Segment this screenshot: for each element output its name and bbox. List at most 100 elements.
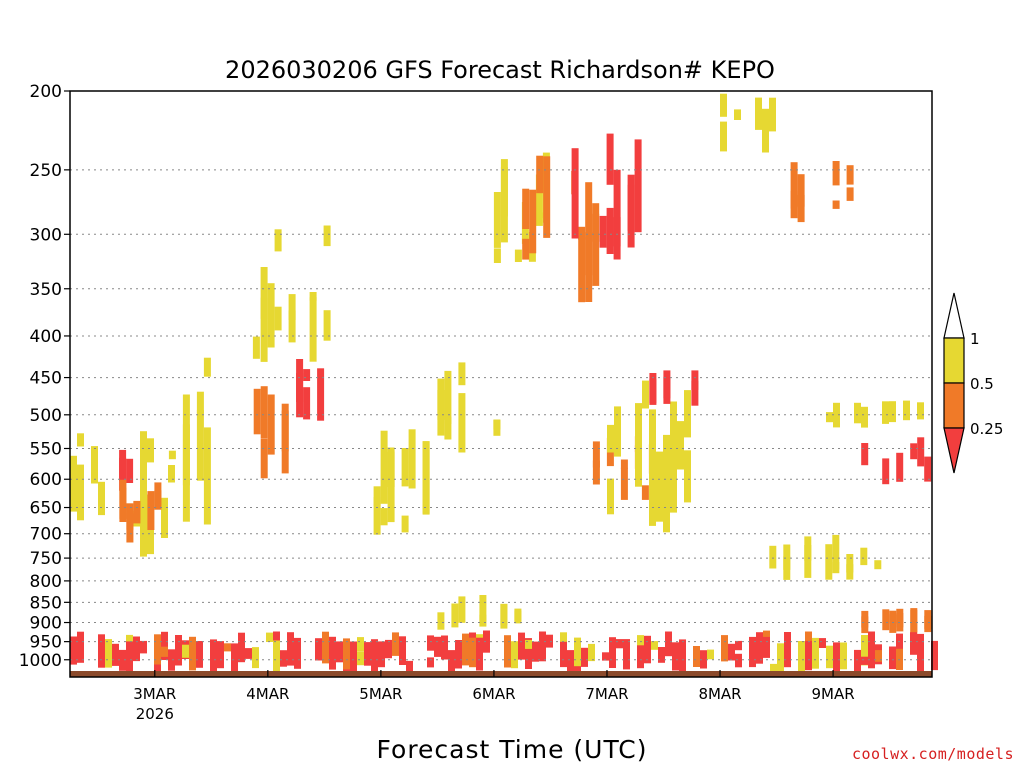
ri-cell [585, 232, 593, 302]
y-tick-label: 550 [30, 439, 62, 459]
ri-cell [140, 516, 147, 557]
ri-cell [620, 459, 628, 469]
ri-cell [392, 632, 399, 656]
ri-cell [763, 630, 770, 641]
ri-cell [609, 637, 616, 655]
ri-cell [700, 650, 707, 669]
y-tick-label: 500 [30, 406, 62, 426]
ri-cell [260, 267, 268, 319]
ri-cell [783, 544, 791, 580]
ri-cell [616, 639, 623, 649]
ri-cell [357, 651, 364, 666]
ri-cell [882, 401, 889, 424]
ri-cell [658, 651, 665, 663]
ri-cell [637, 635, 644, 646]
ri-cell [444, 370, 452, 424]
ri-cell [861, 406, 868, 425]
ri-cell [868, 653, 875, 669]
ri-cell [649, 409, 656, 475]
ri-cell [677, 421, 684, 470]
ri-cell [931, 646, 938, 671]
ri-cell [804, 545, 812, 578]
ri-cell [627, 184, 635, 231]
y-axis: 200 250 300 350 400 450 500 550 600 650 700 750 8008… [19, 82, 70, 671]
ri-cell [281, 410, 289, 474]
ri-cell [357, 637, 364, 651]
ri-cell [77, 631, 84, 663]
ri-cell [77, 433, 84, 447]
ri-cell [889, 411, 896, 423]
ri-cell [707, 649, 714, 660]
ri-cell [303, 387, 311, 420]
ri-cell [98, 481, 105, 516]
ri-cell [592, 441, 600, 468]
ri-cell [588, 643, 595, 662]
ri-cell [154, 482, 162, 506]
ri-cell [649, 373, 657, 404]
ri-cell [309, 297, 317, 362]
ri-cell [874, 560, 882, 570]
ri-cell [522, 238, 530, 260]
y-tick-label: 850 [30, 593, 62, 613]
ri-cell [525, 638, 532, 669]
ri-cell [479, 614, 487, 627]
ri-cell [567, 650, 574, 673]
ri-cell [309, 292, 317, 301]
ri-cell [373, 497, 381, 535]
ri-cell [663, 377, 671, 404]
ri-cell [623, 642, 630, 652]
ri-cell [133, 639, 140, 662]
ri-cell [161, 646, 168, 657]
ri-cell [380, 430, 388, 504]
y-tick-label: 250 [30, 161, 62, 181]
ri-cell [385, 640, 392, 659]
y-tick-label: 1000 [19, 651, 62, 671]
ri-cell [763, 636, 770, 658]
ri-cell [105, 639, 112, 668]
ri-cell [422, 441, 430, 515]
ri-cell [70, 455, 77, 512]
ri-cell [721, 635, 728, 662]
ri-cell [126, 503, 134, 543]
ri-cell [280, 650, 287, 667]
ri-cell [267, 283, 275, 348]
ri-cell [535, 212, 543, 226]
ri-cell [833, 642, 840, 674]
ri-cell [846, 564, 854, 573]
ri-cell [846, 187, 854, 201]
ri-cell [119, 487, 127, 522]
ri-cell [784, 632, 791, 662]
plot-frame [69, 90, 933, 678]
x-tick-label: 4MAR [246, 685, 289, 703]
ri-cell [288, 294, 296, 343]
ri-cell [329, 636, 336, 670]
ri-cell [217, 641, 224, 669]
ri-cell [613, 169, 621, 260]
ri-cell [252, 336, 260, 359]
ri-cell [245, 648, 252, 659]
ri-cell [532, 645, 539, 662]
ground-band [70, 671, 932, 677]
ri-cell [651, 641, 658, 650]
ri-cell [182, 644, 189, 658]
ri-cell [861, 616, 869, 628]
ri-cell [889, 614, 897, 633]
ri-cell [797, 194, 805, 207]
colorbar-legend: 1 0.5 0.25 [943, 292, 1003, 474]
ri-cell [578, 236, 586, 303]
ri-cell [458, 596, 466, 623]
ri-cell [889, 401, 896, 415]
ri-cell [458, 393, 466, 453]
x-tick-sublabel: 2026 [136, 705, 174, 723]
ri-cell [294, 637, 301, 669]
ri-cell [317, 368, 325, 421]
ri-cell [684, 450, 691, 503]
ri-cell [539, 631, 546, 660]
ri-cell [581, 647, 588, 667]
ri-cell [882, 609, 890, 631]
ri-cell [663, 434, 670, 533]
ri-cell [479, 595, 487, 622]
ri-cell [917, 633, 924, 667]
ri-cell [448, 650, 455, 673]
